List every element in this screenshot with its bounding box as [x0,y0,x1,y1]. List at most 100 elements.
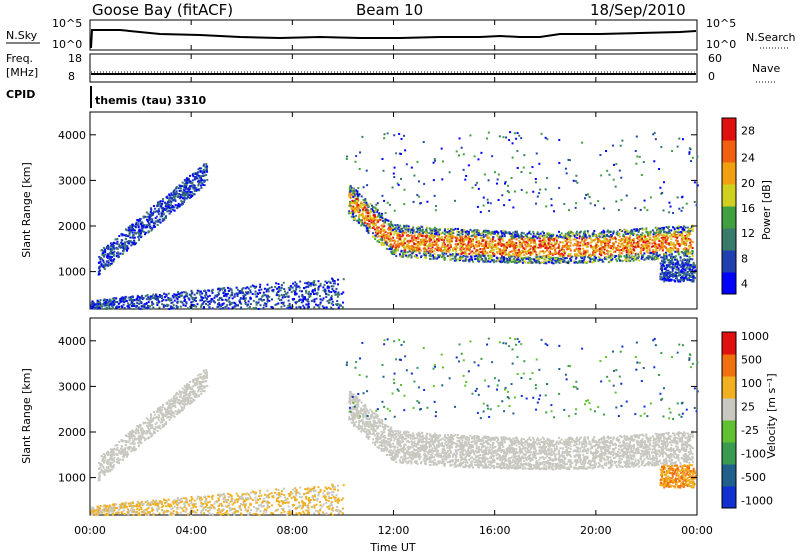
power-cell [553,210,555,212]
power-cell [335,288,337,290]
power-cell [629,237,631,239]
power-cell [553,247,555,249]
power-cell [460,253,462,255]
power-cell [186,302,188,304]
power-cell [185,192,187,194]
power-cell [671,150,673,152]
power-cell [581,238,583,240]
power-cell [574,262,576,264]
power-cell [195,300,197,302]
power-cell [469,229,471,231]
power-cell [198,175,200,177]
power-cell [605,150,607,152]
power-cell [540,233,542,235]
power-cell [390,233,392,235]
power-cell [558,259,560,261]
power-cell [147,213,149,215]
power-cell [570,259,572,261]
power-cell [651,243,653,245]
power-cell [123,299,125,301]
power-cell [397,243,399,245]
power-cell [515,138,517,140]
power-cell [674,251,676,253]
power-cell [255,307,257,309]
power-cell [118,246,120,248]
power-cell [617,245,619,247]
power-cell [522,262,524,264]
power-cell [532,191,534,193]
power-cell [668,248,670,250]
power-cell [438,240,440,242]
power-cell [363,207,365,209]
power-cell [437,254,439,256]
power-cell [428,247,430,249]
power-cell [629,260,631,262]
power-cell [300,306,302,308]
power-cell [647,240,649,242]
power-cell [430,239,432,241]
nave-tick-bottom: 0 [708,70,715,83]
power-cell [524,238,526,240]
power-cell [564,245,566,247]
power-cell [680,231,682,233]
power-cell [271,306,273,308]
power-cell [509,131,511,133]
power-cell [523,257,525,259]
power-cell [181,194,183,196]
power-cell [627,240,629,242]
power-cell [643,229,645,231]
power-cell [531,262,533,264]
power-cell [311,290,313,292]
power-cell [422,242,424,244]
power-cell [109,298,111,300]
power-cell [276,294,278,296]
power-cell [412,227,414,229]
power-cell [132,232,134,234]
power-cell [120,245,122,247]
power-cell [331,295,333,297]
power-cell [511,250,513,252]
power-cell [436,242,438,244]
power-cell [468,242,470,244]
power-cell [441,239,443,241]
power-cell [452,248,454,250]
power-cell [217,303,219,305]
power-cell [533,259,535,261]
power-cell [182,182,184,184]
power-cell [635,150,637,152]
power-cell [151,213,153,215]
power-cell [116,248,118,250]
power-cell [254,293,256,295]
power-cell [325,296,327,298]
power-cell [354,190,356,192]
power-cell [618,233,620,235]
power-cell [335,291,337,293]
power-cell [165,215,167,217]
power-cell [140,301,142,303]
power-cell [201,180,203,182]
power-cell [310,283,312,285]
power-cell [221,289,223,291]
power-cell [191,292,193,294]
power-cell [289,289,291,291]
power-cell [432,235,434,237]
power-cell [513,249,515,251]
power-cell [165,208,167,210]
power-cell [532,231,534,233]
power-cell [265,303,267,305]
power-cell [225,299,227,301]
power-cell [256,304,258,306]
power-cell [141,227,143,229]
power-cell [475,255,477,257]
power-cell [153,225,155,227]
power-cell [669,235,671,237]
power-cell [424,249,426,251]
power-cell [517,132,519,134]
power-cell [132,224,134,226]
power-cell [552,253,554,255]
power-cell [639,228,641,230]
power-cell [318,306,320,308]
power-cell [305,304,307,306]
power-cell [660,146,662,148]
power-cell [367,215,369,217]
